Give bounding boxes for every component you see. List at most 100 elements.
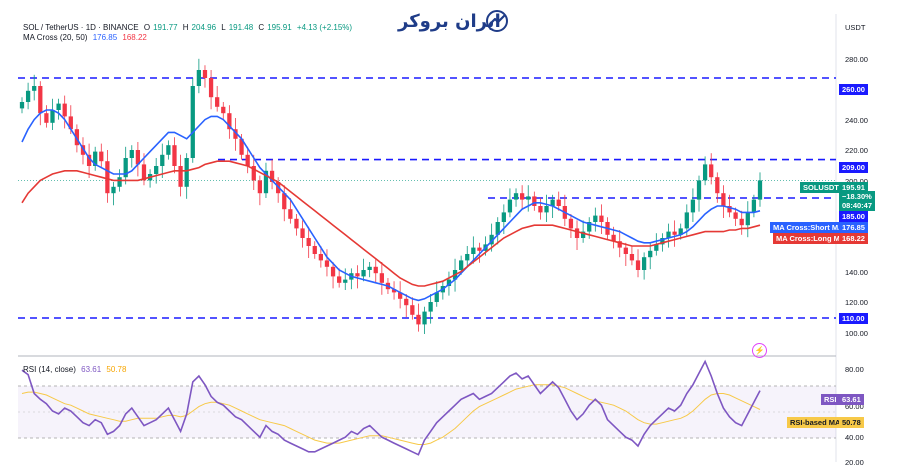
low-value: 191.48 xyxy=(228,23,254,32)
price-tick: 140.00 xyxy=(845,268,868,277)
candle-body xyxy=(391,289,397,293)
candle-body xyxy=(593,215,598,222)
rsi-title[interactable]: RSI (14, close) xyxy=(23,365,76,374)
candle-body xyxy=(74,129,80,146)
candle-body xyxy=(154,166,159,174)
candle-body xyxy=(715,177,720,194)
candle-body xyxy=(239,138,244,155)
candle-body xyxy=(678,228,683,235)
candle-body xyxy=(288,209,293,219)
candle-body xyxy=(68,116,73,130)
symbol-title[interactable]: SOL / TetherUS · 1D · BINANCE xyxy=(23,23,139,32)
level-185-tag: 185.00 xyxy=(839,211,868,222)
candle-body xyxy=(398,292,403,299)
candle-body xyxy=(56,103,61,110)
candle-body xyxy=(93,151,98,166)
candle-body xyxy=(141,164,147,181)
candle-body xyxy=(660,238,665,245)
candle-body xyxy=(617,241,622,248)
candle-body xyxy=(105,161,110,194)
candle-body xyxy=(221,106,226,114)
candle-body xyxy=(166,145,171,155)
candle-body xyxy=(641,257,647,270)
candle-body xyxy=(599,215,604,222)
lightning-icon[interactable]: ⚡ xyxy=(752,343,767,358)
long-ma-line xyxy=(21,160,761,287)
candle-body xyxy=(471,247,476,254)
rsi-legend-value: 63.61 xyxy=(81,365,102,374)
ma-short-label-tag: MA Cross:Short MA xyxy=(770,222,847,233)
moving-averages xyxy=(21,109,761,302)
candle-body xyxy=(227,113,232,130)
candle-body xyxy=(733,212,738,219)
candle-body xyxy=(635,260,641,270)
close-value: 195.91 xyxy=(267,23,292,32)
price-tick: 220.00 xyxy=(845,146,868,155)
candle-body xyxy=(117,177,122,187)
candle-body xyxy=(355,273,360,277)
high-label: H xyxy=(182,23,189,32)
candle-body xyxy=(648,250,653,258)
rsi-tick: 60.00 xyxy=(845,402,864,411)
rsi-ma-legend-value: 50.78 xyxy=(106,365,127,374)
candle-body xyxy=(574,228,580,238)
candle-body xyxy=(568,218,574,229)
candle-body xyxy=(526,196,531,200)
candle-body xyxy=(202,70,208,78)
candle-body xyxy=(184,158,189,187)
candle-body xyxy=(404,298,409,306)
candle-body xyxy=(556,199,561,206)
candle-body xyxy=(361,270,366,277)
candle-body xyxy=(269,170,275,182)
rsi-series xyxy=(21,359,761,456)
level-260-tag: 260.00 xyxy=(839,84,868,95)
candle-body xyxy=(580,231,586,238)
candle-body xyxy=(257,180,263,194)
candle-body xyxy=(62,103,67,117)
candle-body xyxy=(245,154,250,166)
countdown-tag: 08:40:47 xyxy=(839,200,876,211)
candle-body xyxy=(611,234,616,242)
candle-body xyxy=(196,70,202,86)
ma-long-legend-value: 168.22 xyxy=(122,33,147,42)
short-ma-line xyxy=(21,109,761,302)
candle-body xyxy=(495,222,500,235)
price-tick: 240.00 xyxy=(845,116,868,125)
rsi-tick: 40.00 xyxy=(845,433,864,442)
candle-body xyxy=(330,266,336,277)
candle-body xyxy=(751,199,757,213)
candle-body xyxy=(739,218,744,226)
last-price-tag: 195.91 xyxy=(839,182,868,193)
candle-body xyxy=(25,90,31,102)
candle-body xyxy=(654,244,659,251)
candle-body xyxy=(160,154,165,166)
candle-body xyxy=(38,86,43,114)
candle-body xyxy=(709,164,714,178)
candle-body xyxy=(519,193,525,200)
candle-body xyxy=(721,193,726,206)
candle-body xyxy=(86,154,92,166)
ma-cross-title[interactable]: MA Cross (20, 50) xyxy=(23,33,88,42)
horizontal-levels xyxy=(18,77,836,319)
ma-cross-legend: MA Cross (20, 50) 176.85 168.22 xyxy=(23,33,150,42)
candle-body xyxy=(459,260,464,270)
candle-body xyxy=(629,254,635,261)
candle-body xyxy=(306,238,311,246)
candle-body xyxy=(99,151,104,162)
candle-body xyxy=(757,180,763,200)
candle-body xyxy=(410,305,415,315)
candle-body xyxy=(215,97,220,107)
low-label: L xyxy=(221,23,226,32)
candle-body xyxy=(251,166,256,181)
rsi-ma-line xyxy=(21,384,761,445)
candle-body xyxy=(666,231,671,238)
candle-body xyxy=(477,247,482,251)
rsi-tick: 80.00 xyxy=(845,365,864,374)
candle-body xyxy=(434,292,439,302)
candle-body xyxy=(294,218,299,229)
candle-body xyxy=(428,302,433,312)
ma-short-value-tag: 176.85 xyxy=(839,222,868,233)
candle-body xyxy=(312,246,317,254)
high-value: 204.96 xyxy=(191,23,217,32)
